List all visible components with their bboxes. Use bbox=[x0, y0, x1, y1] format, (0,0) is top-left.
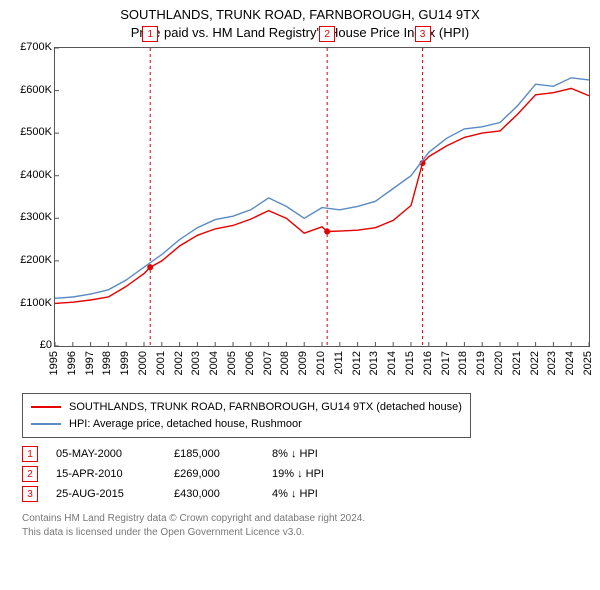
x-tick-label: 2007 bbox=[262, 351, 274, 375]
y-tick-label: £300K bbox=[20, 211, 52, 223]
x-tick-label: 2001 bbox=[155, 351, 167, 375]
x-tick-label: 1998 bbox=[101, 351, 113, 375]
event-date: 05-MAY-2000 bbox=[56, 448, 156, 460]
event-marker: 3 bbox=[415, 26, 431, 42]
event-row: 1 05-MAY-2000 £185,000 8% ↓ HPI bbox=[22, 446, 590, 462]
x-tick-label: 1999 bbox=[119, 351, 131, 375]
legend-row: SOUTHLANDS, TRUNK ROAD, FARNBOROUGH, GU1… bbox=[31, 399, 462, 416]
x-tick-label: 2015 bbox=[404, 351, 416, 375]
y-tick-label: £600K bbox=[20, 84, 52, 96]
series-price_paid bbox=[55, 88, 589, 303]
event-price: £430,000 bbox=[174, 488, 254, 500]
event-delta: 19% ↓ HPI bbox=[272, 468, 324, 480]
x-tick-label: 2019 bbox=[475, 351, 487, 375]
event-marker: 1 bbox=[142, 26, 158, 42]
x-tick-label: 2008 bbox=[279, 351, 291, 375]
x-tick-label: 2002 bbox=[173, 351, 185, 375]
x-tick-label: 2022 bbox=[529, 351, 541, 375]
legend-swatch bbox=[31, 406, 61, 408]
y-tick-label: £400K bbox=[20, 169, 52, 181]
chart-plot-area: 123 bbox=[54, 47, 590, 347]
x-axis-labels: 1995199619971998199920002001200220032004… bbox=[54, 347, 588, 387]
event-price: £269,000 bbox=[174, 468, 254, 480]
x-tick-label: 2012 bbox=[351, 351, 363, 375]
x-tick-label: 2025 bbox=[582, 351, 594, 375]
event-number-box: 1 bbox=[22, 446, 38, 462]
legend-swatch bbox=[31, 423, 61, 425]
event-number-box: 3 bbox=[22, 486, 38, 502]
x-tick-label: 2006 bbox=[244, 351, 256, 375]
x-tick-label: 2018 bbox=[457, 351, 469, 375]
event-delta: 8% ↓ HPI bbox=[272, 448, 318, 460]
x-tick-label: 2009 bbox=[297, 351, 309, 375]
x-tick-label: 2017 bbox=[440, 351, 452, 375]
event-date: 25-AUG-2015 bbox=[56, 488, 156, 500]
event-date: 15-APR-2010 bbox=[56, 468, 156, 480]
y-tick-label: £0 bbox=[40, 339, 52, 351]
legend-label: SOUTHLANDS, TRUNK ROAD, FARNBOROUGH, GU1… bbox=[69, 399, 462, 416]
event-row: 2 15-APR-2010 £269,000 19% ↓ HPI bbox=[22, 466, 590, 482]
title-line-2: Price paid vs. HM Land Registry's House … bbox=[10, 24, 590, 42]
footer-line-1: Contains HM Land Registry data © Crown c… bbox=[22, 512, 578, 526]
event-row: 3 25-AUG-2015 £430,000 4% ↓ HPI bbox=[22, 486, 590, 502]
x-tick-label: 2024 bbox=[564, 351, 576, 375]
x-tick-label: 2020 bbox=[493, 351, 505, 375]
series-hpi bbox=[55, 78, 589, 298]
x-tick-label: 1997 bbox=[84, 351, 96, 375]
y-tick-label: £200K bbox=[20, 254, 52, 266]
footer-attribution: Contains HM Land Registry data © Crown c… bbox=[22, 512, 578, 539]
x-tick-label: 2005 bbox=[226, 351, 238, 375]
event-price: £185,000 bbox=[174, 448, 254, 460]
x-tick-label: 2003 bbox=[190, 351, 202, 375]
x-tick-label: 2021 bbox=[511, 351, 523, 375]
x-tick-label: 2004 bbox=[208, 351, 220, 375]
y-tick-label: £700K bbox=[20, 41, 52, 53]
y-tick-label: £500K bbox=[20, 126, 52, 138]
x-tick-label: 2010 bbox=[315, 351, 327, 375]
x-tick-label: 2011 bbox=[333, 351, 345, 375]
legend: SOUTHLANDS, TRUNK ROAD, FARNBOROUGH, GU1… bbox=[22, 393, 471, 438]
x-tick-label: 2013 bbox=[368, 351, 380, 375]
y-axis-labels: £0£100K£200K£300K£400K£500K£600K£700K bbox=[10, 47, 54, 345]
x-tick-label: 2023 bbox=[546, 351, 558, 375]
footer-line-2: This data is licensed under the Open Gov… bbox=[22, 526, 578, 540]
x-tick-label: 1996 bbox=[66, 351, 78, 375]
event-delta: 4% ↓ HPI bbox=[272, 488, 318, 500]
legend-label: HPI: Average price, detached house, Rush… bbox=[69, 416, 302, 433]
chart-title: SOUTHLANDS, TRUNK ROAD, FARNBOROUGH, GU1… bbox=[10, 6, 590, 41]
x-tick-label: 1995 bbox=[48, 351, 60, 375]
event-marker: 2 bbox=[319, 26, 335, 42]
legend-row: HPI: Average price, detached house, Rush… bbox=[31, 416, 462, 433]
y-tick-label: £100K bbox=[20, 297, 52, 309]
x-tick-label: 2016 bbox=[422, 351, 434, 375]
events-table: 1 05-MAY-2000 £185,000 8% ↓ HPI 2 15-APR-2010… bbox=[22, 446, 590, 502]
x-tick-label: 2014 bbox=[386, 351, 398, 375]
chart-svg bbox=[55, 48, 589, 346]
title-line-1: SOUTHLANDS, TRUNK ROAD, FARNBOROUGH, GU1… bbox=[10, 6, 590, 24]
event-number-box: 2 bbox=[22, 466, 38, 482]
x-tick-label: 2000 bbox=[137, 351, 149, 375]
